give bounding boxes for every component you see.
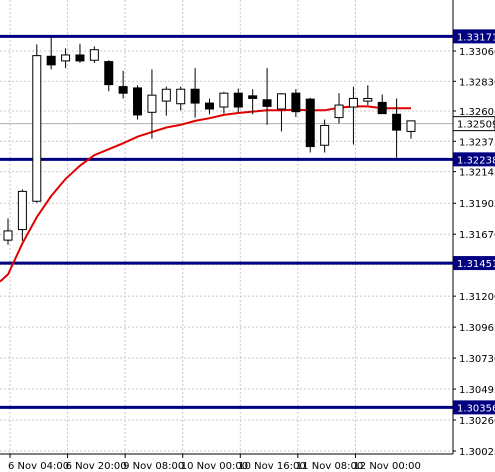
candle-body-bull [320, 124, 330, 146]
candle [118, 70, 128, 99]
level-price-tag [453, 152, 495, 167]
candle [363, 85, 373, 106]
y-tick-label: 1.32145 [459, 168, 495, 179]
candle [233, 88, 243, 113]
candle-body-bull [348, 97, 358, 108]
candle [190, 68, 200, 118]
candle [89, 46, 99, 63]
candle-body-bull [334, 104, 344, 119]
x-tick-label: 6 Nov 20:00 [66, 461, 127, 472]
y-tick-label: 1.31200 [459, 292, 495, 303]
y-tick-label: 1.31905 [459, 199, 495, 210]
candle-body-bull [32, 55, 42, 202]
candle [291, 89, 301, 117]
candle-body-bear [305, 98, 315, 148]
candle [147, 69, 157, 139]
candles [3, 37, 416, 245]
candle-body-bear [118, 86, 128, 94]
candle-body-bear [248, 95, 258, 99]
y-tick-label: 1.30495 [459, 385, 495, 396]
level-price-label: 1.32238 [457, 155, 495, 166]
level-price-tag [453, 400, 495, 415]
candle-body-bull [406, 120, 416, 132]
y-tick-label: 1.30730 [459, 354, 495, 365]
candle [320, 119, 330, 153]
x-tick-label: 10 Nov 00:00 [181, 461, 248, 472]
candle-body-bear [133, 87, 143, 116]
candle [176, 86, 186, 111]
candle [276, 93, 286, 132]
candle-body-bull [276, 93, 286, 110]
current-price-tag [452, 116, 495, 132]
candle [219, 91, 229, 114]
candle-body-bull [89, 49, 99, 61]
y-tick-label: 1.30965 [459, 323, 495, 334]
candle-body-bull [363, 97, 373, 102]
candle-body-bull [17, 190, 27, 231]
candle-body-bear [75, 54, 85, 62]
candle [133, 85, 143, 120]
candle-body-bull [61, 54, 71, 62]
candle [3, 218, 13, 245]
x-tick-label: 10 Nov 16:00 [238, 461, 305, 472]
candle-body-bull [3, 230, 13, 241]
y-tick-label: 1.30260 [459, 416, 495, 427]
candle-body-bear [392, 113, 402, 131]
level-price-label: 1.31451 [457, 259, 495, 270]
x-tick-label: 11 Nov 08:00 [296, 461, 363, 472]
y-tick-label: 1.32375 [459, 137, 495, 148]
candle [262, 68, 272, 125]
candle [161, 86, 171, 116]
candle-body-bear [291, 92, 301, 113]
candle [46, 37, 56, 70]
candle-body-bull [219, 92, 229, 108]
candle [104, 60, 114, 92]
y-tick-label: 1.32605 [459, 107, 495, 118]
x-tick-label: 9 Nov 08:00 [123, 461, 184, 472]
y-tick-label: 1.32830 [459, 77, 495, 88]
candle-body-bear [262, 99, 272, 107]
candle [61, 48, 71, 69]
candle [205, 98, 214, 115]
candle-body-bear [233, 92, 243, 108]
x-tick-label: 12 Nov 00:00 [353, 461, 420, 472]
level-price-tag [453, 256, 495, 271]
level-price-label: 1.33171 [457, 32, 495, 43]
candle-body-bull [176, 88, 186, 105]
candle-body-bear [205, 102, 214, 110]
candle-body-bull [161, 88, 171, 102]
candle-body-bear [190, 88, 200, 104]
candle [248, 89, 258, 115]
candle [305, 97, 315, 153]
candle [75, 43, 85, 63]
price-labels: 1.33171 1.32238 1.31451 1.30356 1.32509 [452, 29, 495, 415]
y-tick-label: 1.33060 [459, 47, 495, 58]
candle-body-bear [377, 101, 387, 115]
candle-body-bear [46, 55, 56, 66]
candle-body-bull [147, 94, 157, 113]
current-price-label: 1.32509 [457, 120, 495, 131]
x-tick-label: 6 Nov 04:00 [8, 461, 69, 472]
level-price-label: 1.30356 [457, 403, 495, 414]
horizontal-levels [0, 34, 453, 409]
candle-body-bear [104, 61, 114, 86]
candle [406, 120, 416, 139]
candle [348, 86, 358, 145]
level-price-tag [453, 29, 495, 44]
y-tick-label: 1.30025 [459, 447, 495, 458]
candle [377, 94, 387, 115]
y-tick-label: 1.31670 [459, 230, 495, 241]
candle [392, 98, 402, 158]
candle [17, 189, 27, 241]
candle [32, 44, 42, 203]
candle [334, 93, 344, 124]
